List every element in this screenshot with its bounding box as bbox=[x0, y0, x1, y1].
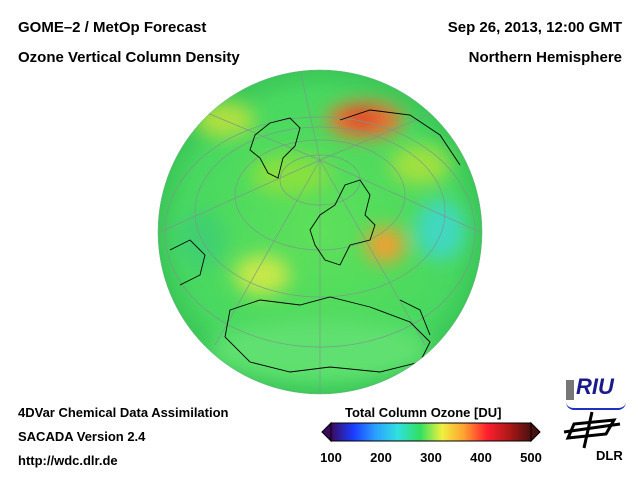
colorbar-title: Total Column Ozone [DU] bbox=[345, 405, 502, 420]
hemisphere-label: Northern Hemisphere bbox=[468, 49, 622, 66]
colorbar-gradient bbox=[330, 422, 532, 442]
colorbar-tick: 400 bbox=[470, 450, 492, 465]
colorbar-min-arrow bbox=[321, 421, 332, 443]
variable-title: Ozone Vertical Column Density bbox=[18, 49, 240, 66]
dlr-logo: DLR bbox=[562, 410, 623, 463]
colorbar-tick: 300 bbox=[420, 450, 442, 465]
version-label: SACADA Version 2.4 bbox=[18, 429, 146, 444]
colorbar-max-arrow bbox=[530, 421, 541, 443]
model-label: 4DVar Chemical Data Assimilation bbox=[18, 405, 229, 420]
graticule bbox=[159, 70, 481, 394]
colorbar-tick: 500 bbox=[520, 450, 542, 465]
date-time: Sep 26, 2013, 12:00 GMT bbox=[447, 19, 622, 36]
dlr-emblem-icon bbox=[563, 411, 621, 449]
coastlines bbox=[169, 109, 461, 373]
colorbar bbox=[321, 421, 541, 443]
product-title: GOME–2 / MetOp Forecast bbox=[18, 19, 207, 36]
colorbar-tick: 200 bbox=[370, 450, 392, 465]
ozone-field bbox=[175, 102, 465, 380]
website-link[interactable]: http://wdc.dlr.de bbox=[18, 453, 118, 468]
colorbar-tick: 100 bbox=[320, 450, 342, 465]
